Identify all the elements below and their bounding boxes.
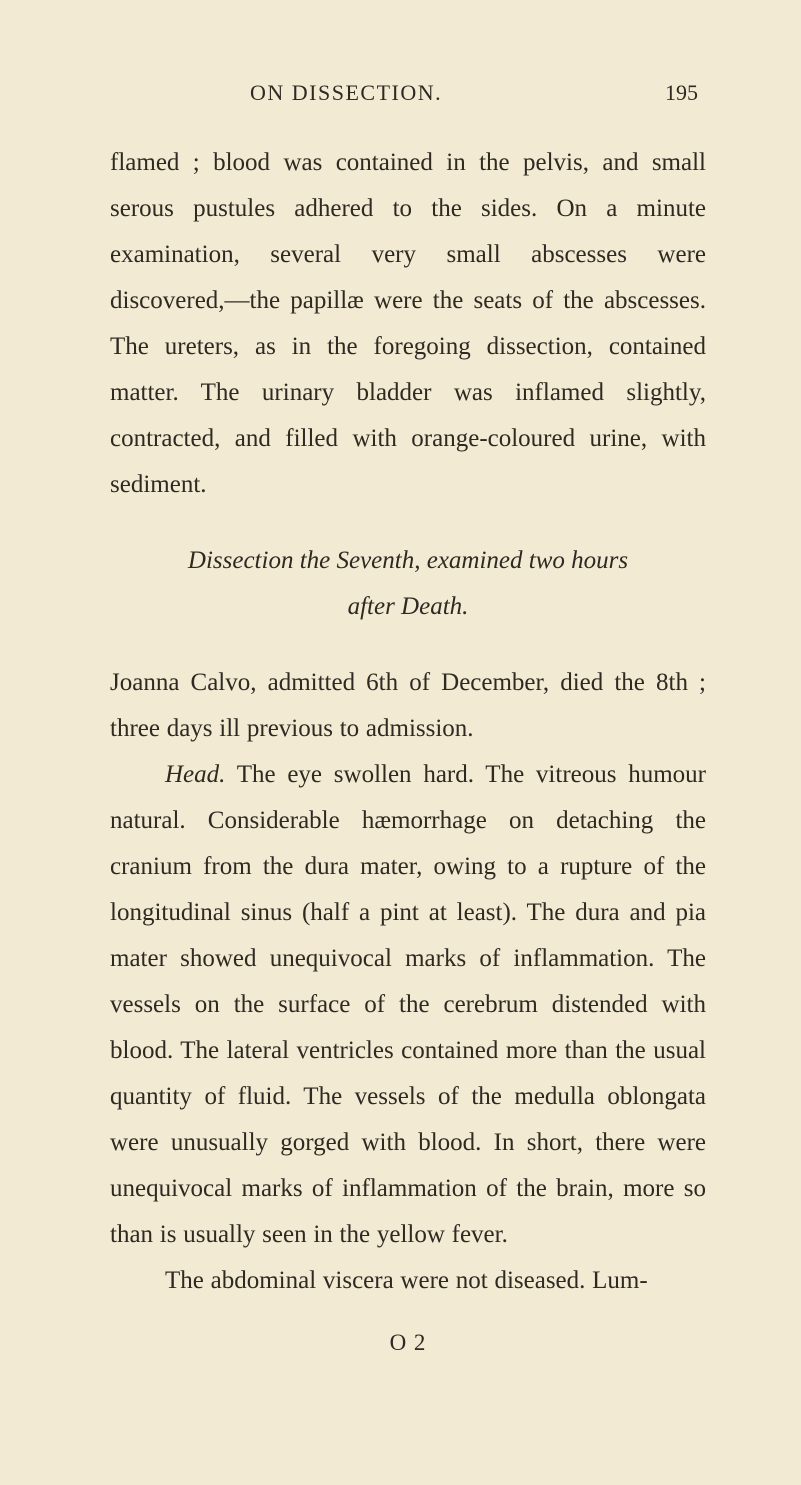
paragraph-3-rest: The eye swollen hard. The vitreous humou… — [110, 761, 706, 1248]
section-title-line2: after Death. — [110, 584, 706, 630]
paragraph-1: flamed ; blood was contained in the pelv… — [110, 140, 706, 508]
page-header: ON DISSECTION. 195 — [110, 80, 706, 106]
page: ON DISSECTION. 195 flamed ; blood was co… — [0, 0, 801, 1485]
paragraph-3-lead: Head. — [165, 761, 225, 788]
section-title-line1: Dissection the Seventh, examined two hou… — [188, 547, 628, 574]
paragraph-2: Joanna Calvo, admitted 6th of December, … — [110, 660, 706, 752]
section-title: Dissection the Seventh, examined two hou… — [110, 538, 706, 630]
running-head: ON DISSECTION. — [250, 80, 442, 106]
paragraph-4: The abdominal viscera were not diseased.… — [110, 1258, 706, 1304]
paragraph-3: Head. The eye swollen hard. The vitreous… — [110, 752, 706, 1258]
page-number: 195 — [665, 80, 698, 106]
signature-mark: O 2 — [110, 1330, 706, 1356]
